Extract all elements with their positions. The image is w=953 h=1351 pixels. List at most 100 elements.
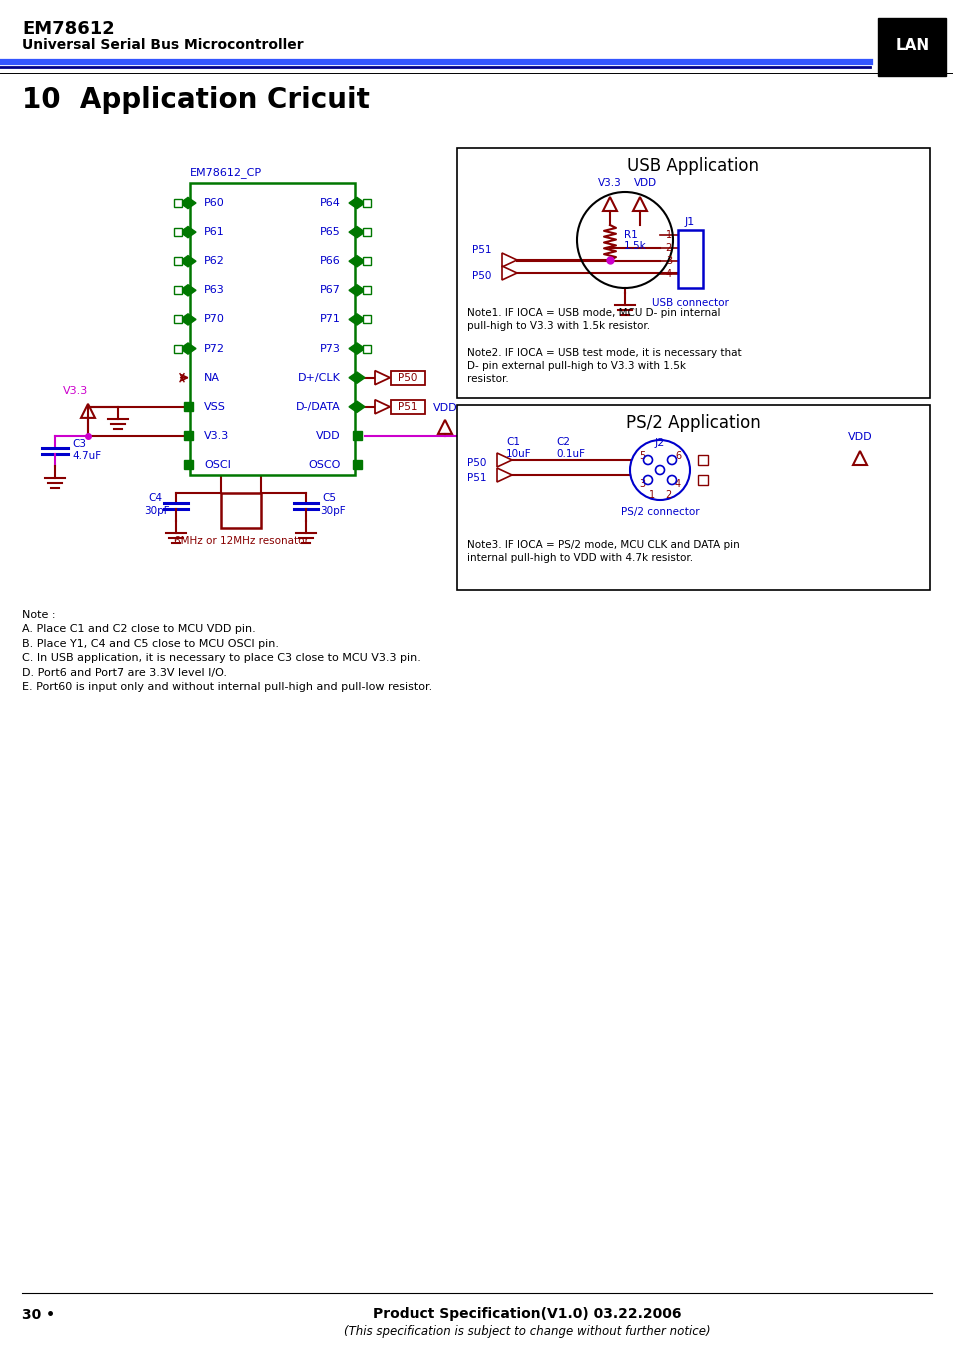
- Polygon shape: [349, 343, 365, 354]
- Polygon shape: [349, 227, 365, 238]
- Text: EM78612: EM78612: [22, 20, 114, 38]
- Text: 4: 4: [674, 480, 680, 489]
- Bar: [363, 228, 371, 236]
- Polygon shape: [349, 255, 365, 266]
- Text: 6MHz or 12MHz resonator: 6MHz or 12MHz resonator: [173, 536, 308, 546]
- Bar: [173, 315, 182, 323]
- Polygon shape: [497, 453, 512, 467]
- Text: P60: P60: [204, 199, 225, 208]
- Text: V3.3: V3.3: [63, 386, 89, 396]
- Text: 10  Application Cricuit: 10 Application Cricuit: [22, 86, 370, 113]
- Polygon shape: [501, 253, 517, 267]
- Text: 1: 1: [648, 490, 655, 500]
- Text: PS/2 connector: PS/2 connector: [620, 507, 699, 517]
- Text: P61: P61: [204, 227, 225, 238]
- Polygon shape: [349, 313, 365, 326]
- Text: P50: P50: [472, 272, 491, 281]
- Polygon shape: [180, 343, 195, 354]
- Text: VDD: VDD: [316, 431, 340, 440]
- Polygon shape: [180, 227, 195, 238]
- Text: 2: 2: [664, 490, 670, 500]
- Text: Note3. IF IOCA = PS/2 mode, MCU CLK and DATA pin
internal pull-high to VDD with : Note3. IF IOCA = PS/2 mode, MCU CLK and …: [467, 540, 739, 563]
- Text: Product Specification(V1.0) 03.22.2006: Product Specification(V1.0) 03.22.2006: [373, 1306, 680, 1321]
- Text: C2: C2: [556, 436, 569, 447]
- Text: Note1. IF IOCA = USB mode, MCU D- pin internal
pull-high to V3.3 with 1.5k resis: Note1. IF IOCA = USB mode, MCU D- pin in…: [467, 308, 720, 331]
- Text: P70: P70: [204, 315, 225, 324]
- Bar: [173, 257, 182, 265]
- Text: J2: J2: [654, 438, 664, 449]
- Text: P64: P64: [320, 199, 340, 208]
- Text: LAN: LAN: [895, 38, 929, 54]
- Text: P73: P73: [320, 343, 340, 354]
- Text: USB connector: USB connector: [651, 299, 728, 308]
- Text: 30pF: 30pF: [319, 507, 345, 516]
- Text: J1: J1: [684, 218, 695, 227]
- Polygon shape: [349, 401, 365, 412]
- Polygon shape: [180, 285, 195, 296]
- Text: C4: C4: [148, 493, 162, 503]
- Bar: [363, 315, 371, 323]
- Bar: [184, 401, 193, 411]
- Text: P62: P62: [204, 257, 225, 266]
- Text: P51: P51: [467, 473, 486, 484]
- Text: 30pF: 30pF: [144, 507, 170, 516]
- Polygon shape: [349, 285, 365, 296]
- Text: VSS: VSS: [204, 401, 226, 412]
- Polygon shape: [349, 372, 365, 384]
- Text: Universal Serial Bus Microcontroller: Universal Serial Bus Microcontroller: [22, 38, 303, 51]
- Text: EM78612_CP: EM78612_CP: [190, 168, 262, 178]
- Text: VDD: VDD: [633, 178, 656, 188]
- Bar: [391, 370, 424, 385]
- Bar: [173, 199, 182, 207]
- Text: Y1: Y1: [233, 505, 248, 516]
- Text: ε: ε: [887, 73, 902, 101]
- Text: P50: P50: [398, 373, 417, 382]
- Text: P50: P50: [467, 458, 486, 467]
- Text: USB Application: USB Application: [627, 157, 759, 176]
- Bar: [877, 18, 945, 76]
- Text: V3.3: V3.3: [598, 178, 621, 188]
- Text: 1.5k: 1.5k: [623, 240, 646, 251]
- Text: 3: 3: [665, 255, 671, 266]
- Text: PS/2 Application: PS/2 Application: [625, 413, 760, 432]
- Text: Note :
A. Place C1 and C2 close to MCU VDD pin.
B. Place Y1, C4 and C5 close to : Note : A. Place C1 and C2 close to MCU V…: [22, 611, 432, 692]
- Text: VDD: VDD: [847, 432, 871, 442]
- Bar: [173, 286, 182, 295]
- Text: 4.7uF: 4.7uF: [71, 451, 101, 461]
- Text: P72: P72: [204, 343, 225, 354]
- Text: P71: P71: [320, 315, 340, 324]
- Text: VDD: VDD: [433, 403, 456, 413]
- Text: OSCI: OSCI: [204, 459, 231, 470]
- Polygon shape: [180, 197, 195, 208]
- Bar: [184, 459, 193, 469]
- Text: D+/CLK: D+/CLK: [297, 373, 340, 382]
- Bar: [363, 345, 371, 353]
- Bar: [173, 228, 182, 236]
- Text: P63: P63: [204, 285, 225, 296]
- Bar: [173, 345, 182, 353]
- Text: C5: C5: [322, 493, 335, 503]
- Text: 0.1uF: 0.1uF: [556, 449, 584, 459]
- Text: 30 •: 30 •: [22, 1308, 55, 1323]
- Text: 3: 3: [639, 480, 644, 489]
- Bar: [363, 199, 371, 207]
- Bar: [391, 400, 424, 413]
- Text: C1: C1: [505, 436, 519, 447]
- Polygon shape: [501, 266, 517, 280]
- Text: 10uF: 10uF: [505, 449, 531, 459]
- Bar: [221, 493, 261, 528]
- Bar: [184, 431, 193, 440]
- Bar: [190, 182, 355, 476]
- Polygon shape: [497, 467, 512, 482]
- Text: V3.3: V3.3: [204, 431, 229, 440]
- Text: NA: NA: [204, 373, 220, 382]
- Text: P51: P51: [472, 245, 491, 255]
- Text: R1: R1: [623, 231, 638, 240]
- Bar: [456, 405, 929, 590]
- Bar: [698, 455, 707, 465]
- Text: P65: P65: [320, 227, 340, 238]
- Bar: [363, 257, 371, 265]
- Text: 1: 1: [665, 230, 671, 240]
- Text: 2: 2: [665, 243, 671, 253]
- Polygon shape: [375, 400, 390, 413]
